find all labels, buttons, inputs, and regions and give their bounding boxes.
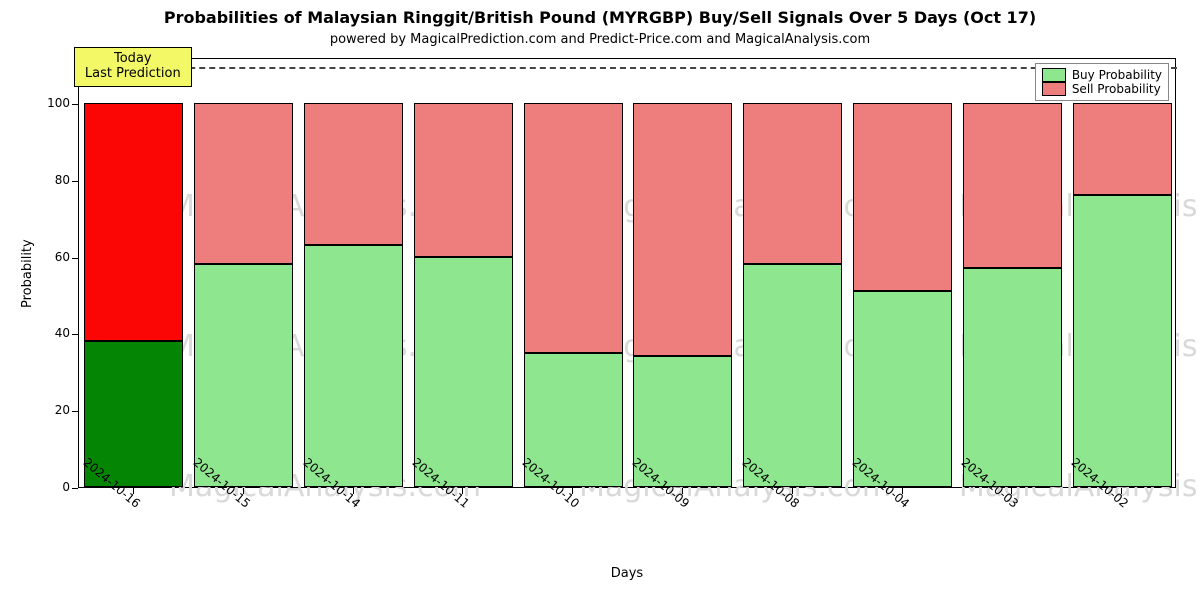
bar-group xyxy=(84,57,183,487)
y-tick xyxy=(72,488,78,489)
buy-bar xyxy=(194,264,293,487)
buy-bar xyxy=(304,245,403,487)
buy-bar xyxy=(1073,195,1172,487)
y-tick xyxy=(72,104,78,105)
buy-bar xyxy=(743,264,842,487)
buy-bar xyxy=(963,268,1062,487)
sell-bar xyxy=(743,103,842,264)
bar-group xyxy=(304,57,403,487)
y-tick-label: 60 xyxy=(30,250,70,264)
plot-area: Today Last Prediction Buy ProbabilitySel… xyxy=(78,58,1176,488)
y-tick xyxy=(72,258,78,259)
bar-group xyxy=(743,57,842,487)
bar-group xyxy=(524,57,623,487)
y-tick xyxy=(72,181,78,182)
x-axis-label: Days xyxy=(78,566,1176,581)
y-tick-label: 20 xyxy=(30,403,70,417)
sell-bar xyxy=(524,103,623,353)
bar-group xyxy=(414,57,513,487)
sell-bar xyxy=(963,103,1062,268)
chart-title: Probabilities of Malaysian Ringgit/Briti… xyxy=(0,8,1200,27)
sell-bar xyxy=(84,103,183,341)
watermark-text: MagicalAnalysis.com xyxy=(579,469,891,504)
buy-bar xyxy=(853,291,952,487)
y-tick xyxy=(72,334,78,335)
sell-bar xyxy=(304,103,403,245)
sell-bar xyxy=(853,103,952,291)
watermark-text: MagicalAnalysis.com xyxy=(579,329,891,364)
watermark-text: MagicalAnalysis.com xyxy=(579,189,891,224)
chart-container: Probabilities of Malaysian Ringgit/Briti… xyxy=(0,0,1200,600)
y-tick-label: 100 xyxy=(30,96,70,110)
y-tick-label: 80 xyxy=(30,173,70,187)
sell-bar xyxy=(1073,103,1172,195)
sell-bar xyxy=(414,103,513,257)
chart-subtitle: powered by MagicalPrediction.com and Pre… xyxy=(0,32,1200,47)
bar-group xyxy=(963,57,1062,487)
bar-group xyxy=(633,57,732,487)
sell-bar xyxy=(633,103,732,356)
bar-group xyxy=(853,57,952,487)
bar-group xyxy=(194,57,293,487)
y-tick xyxy=(72,411,78,412)
y-tick-label: 40 xyxy=(30,326,70,340)
bar-group xyxy=(1073,57,1172,487)
y-tick-label: 0 xyxy=(30,480,70,494)
sell-bar xyxy=(194,103,293,264)
buy-bar xyxy=(414,257,513,487)
